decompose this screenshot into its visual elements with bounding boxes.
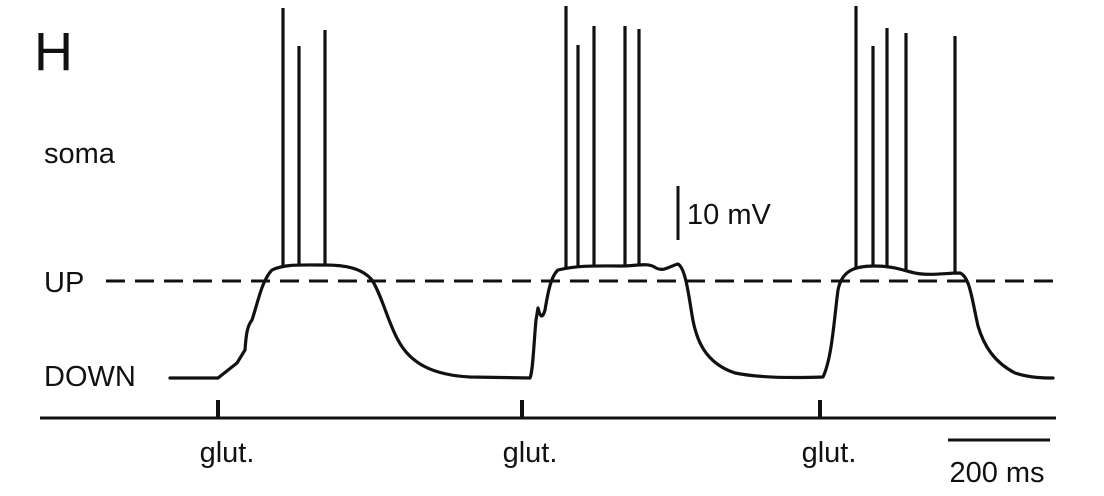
trace-label-soma: soma bbox=[44, 138, 116, 170]
down-level-label: DOWN bbox=[44, 361, 136, 393]
voltage-scale-label: 10 mV bbox=[687, 199, 771, 231]
glutamate-markers bbox=[216, 400, 822, 418]
up-level-label: UP bbox=[44, 267, 84, 299]
action-potential-spikes bbox=[281, 6, 957, 273]
time-scale-label: 200 ms bbox=[949, 457, 1044, 489]
panel-label: H bbox=[34, 22, 73, 82]
membrane-potential-trace bbox=[168, 262, 1055, 380]
glut-label-3: glut. bbox=[802, 437, 857, 469]
glut-label-2: glut. bbox=[503, 437, 558, 469]
glut-label-1: glut. bbox=[200, 437, 255, 469]
